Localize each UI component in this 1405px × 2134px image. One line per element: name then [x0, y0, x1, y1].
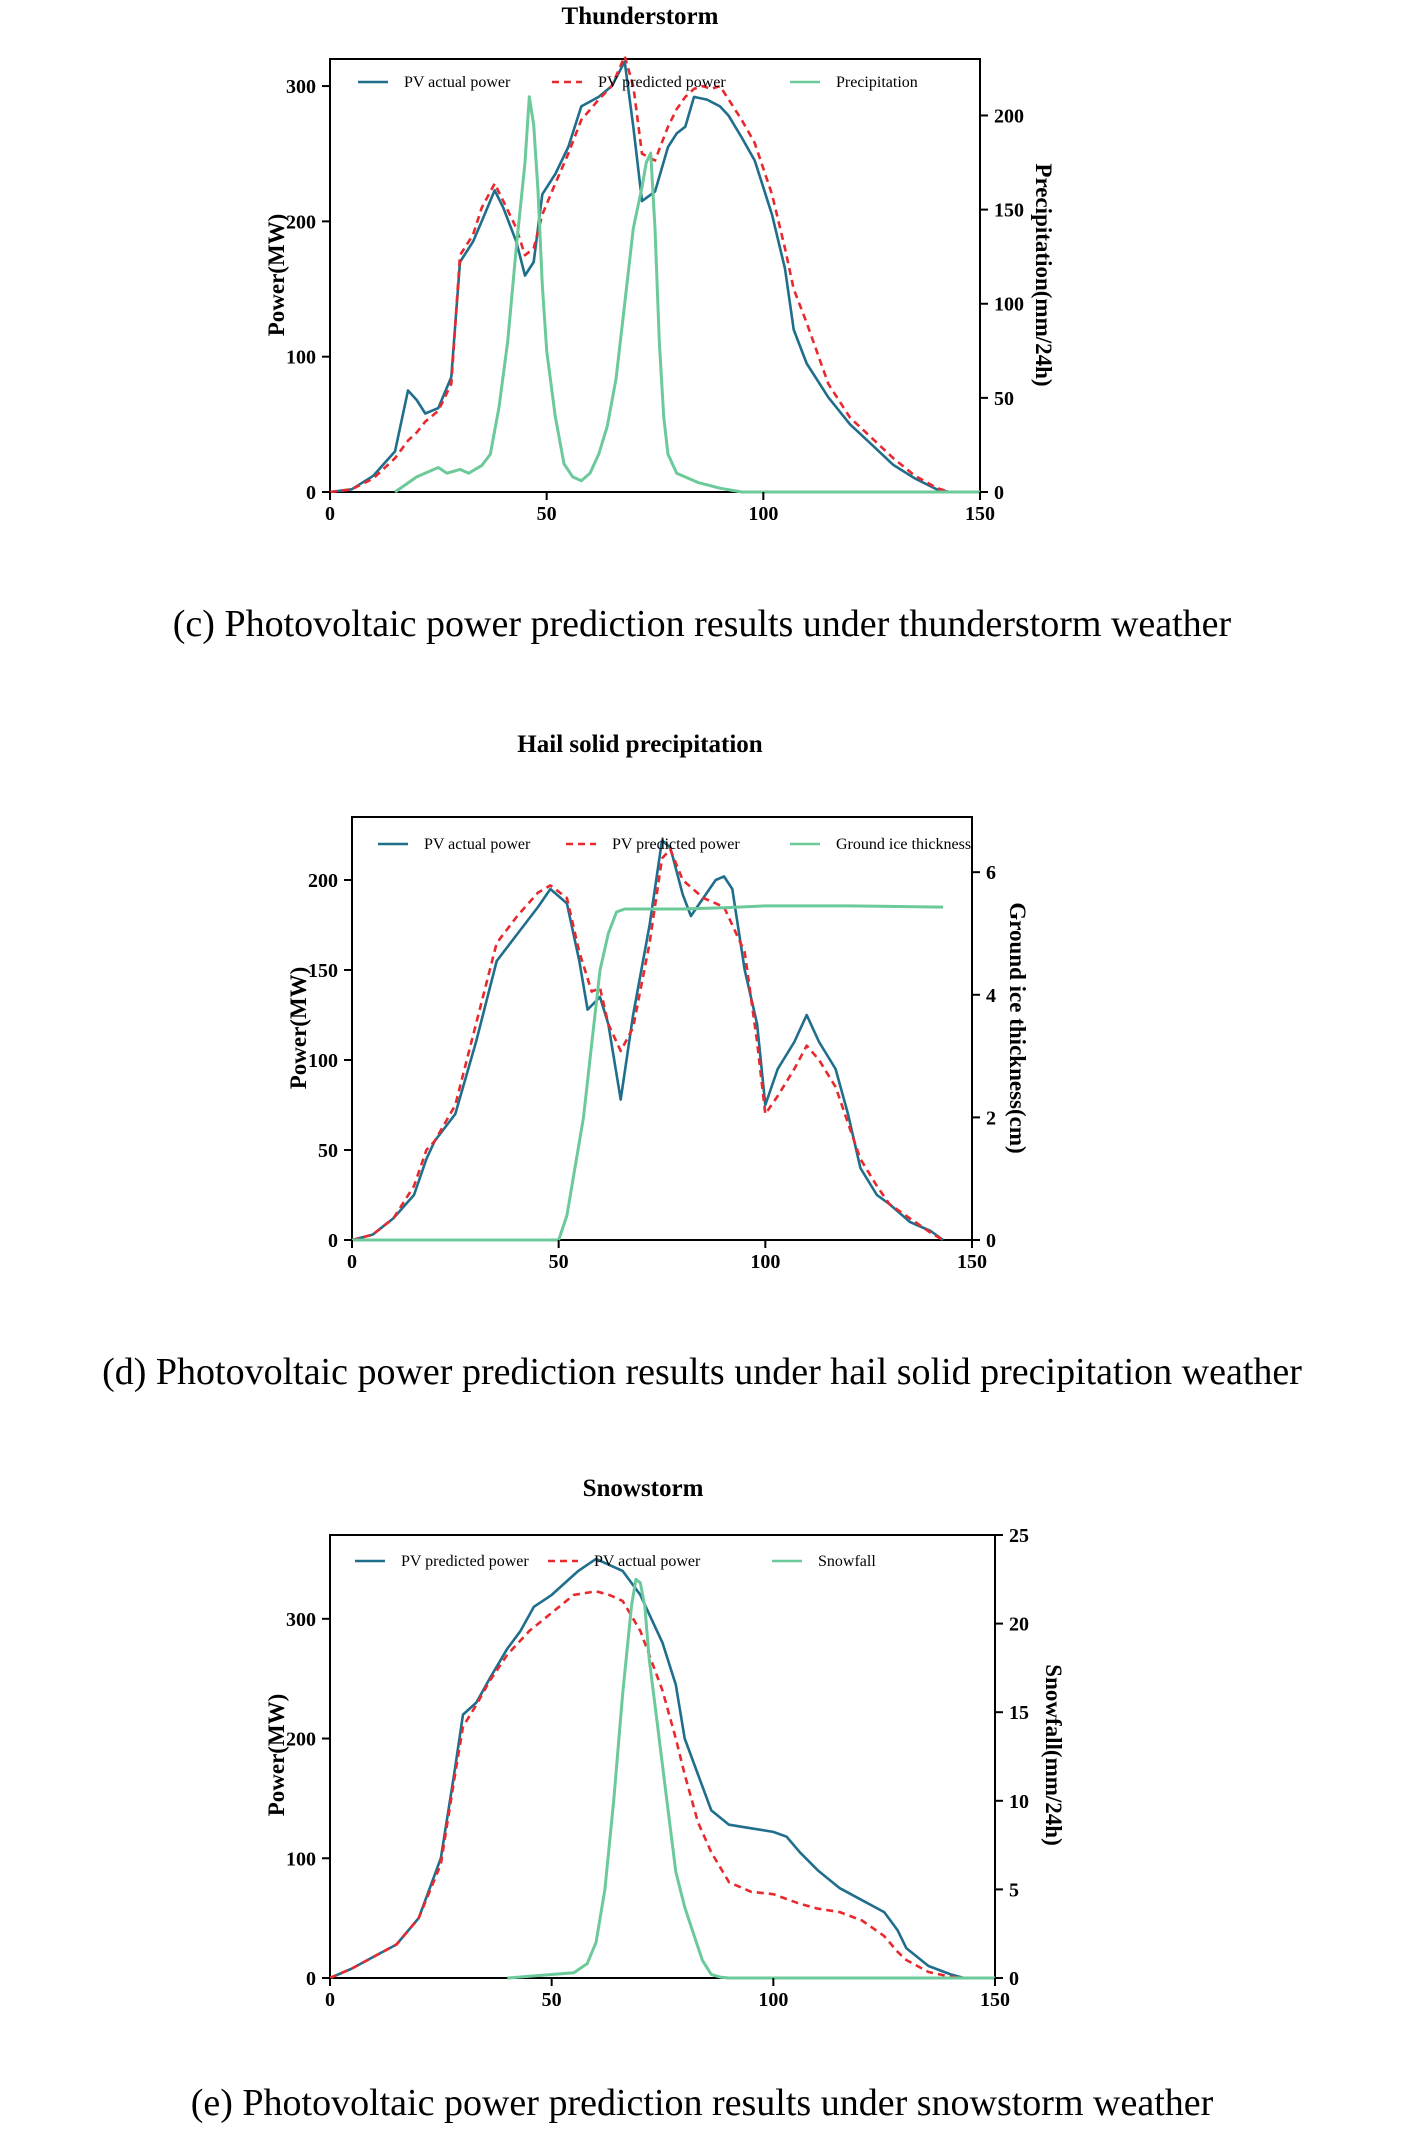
- y-tick-label: 0: [328, 1230, 338, 1252]
- plot-frame: [329, 58, 981, 493]
- x-tick-label: 50: [537, 503, 557, 525]
- y-tick-label: 0: [306, 482, 316, 504]
- x-tick-label: 50: [549, 1251, 569, 1273]
- plot-frame: [351, 816, 973, 1241]
- series-line-pv-actual-power: [329, 60, 950, 494]
- legend-label: Precipitation: [836, 74, 918, 91]
- x-tick-label: 150: [957, 1251, 987, 1273]
- plot-frame: [329, 1534, 996, 1979]
- legend-label: PV actual power: [424, 836, 531, 853]
- legend-label: PV predicted power: [598, 74, 726, 91]
- series-line-snowfall: [507, 1577, 995, 1980]
- legend: PV actual power PV predicted power Precipi…: [358, 74, 918, 91]
- plot-lines: [329, 55, 980, 494]
- y-axis-label: Power(MW): [264, 1694, 289, 1817]
- y2-tick-label: 2: [986, 1107, 996, 1129]
- legend-label: Ground ice thickness: [836, 836, 971, 853]
- series-line-pv-predicted-power: [351, 848, 944, 1242]
- legend-label: PV actual power: [404, 74, 511, 91]
- y-axis-label: Power(MW): [286, 967, 311, 1090]
- y2-tick-label: 150: [994, 200, 1024, 222]
- x-tick-label: 0: [347, 1251, 357, 1273]
- x-tick-label: 0: [325, 503, 335, 525]
- y-tick-label: 100: [308, 1050, 338, 1072]
- y2-tick-label: 10: [1009, 1791, 1029, 1813]
- x-tick-label: 0: [325, 1989, 335, 2011]
- series-line-ground-ice-thickness: [352, 904, 944, 1242]
- y2-tick-label: 50: [994, 388, 1014, 410]
- y-tick-label: 200: [308, 870, 338, 892]
- y-tick-label: 200: [286, 211, 316, 233]
- series-line-pv-predicted-power: [329, 55, 951, 494]
- x-tick-label: 150: [965, 503, 995, 525]
- y2-tick-label: 100: [994, 294, 1024, 316]
- y2-tick-label: 20: [1009, 1614, 1029, 1636]
- y2-tick-label: 6: [986, 862, 996, 884]
- legend-label: PV actual power: [594, 1553, 701, 1570]
- legend: PV predicted power PV actual power Snowfal…: [355, 1553, 876, 1570]
- y-tick-label: 150: [308, 960, 338, 982]
- figure-caption: (d) Photovoltaic power prediction result…: [102, 1351, 1302, 1393]
- legend: PV actual power PV predicted power Ground …: [378, 836, 971, 853]
- x-tick-label: 50: [542, 1989, 562, 2011]
- y2-axis-label: Snowfall(mm/24h): [1041, 1664, 1066, 1845]
- y2-axis-label: Ground ice thickness(cm): [1005, 902, 1030, 1153]
- y2-tick-label: 0: [1009, 1968, 1019, 1990]
- y-tick-label: 0: [306, 1968, 316, 1990]
- chart-hail: Hail solid precipitation 0 50 100 150050100…: [102, 731, 1302, 1393]
- legend-label: Snowfall: [818, 1553, 876, 1570]
- figure-caption: (c) Photovoltaic power prediction result…: [173, 603, 1232, 645]
- chart-title: Snowstorm: [583, 1475, 704, 1502]
- legend-label: PV predicted power: [401, 1553, 529, 1570]
- x-tick-label: 100: [750, 1251, 780, 1273]
- y2-tick-label: 0: [994, 482, 1004, 504]
- legend-label: PV predicted power: [612, 836, 740, 853]
- plot-lines: [329, 1557, 995, 1980]
- y2-axis-label: Precipitation(mm/24h): [1031, 163, 1056, 386]
- y2-tick-label: 0: [986, 1230, 996, 1252]
- x-tick-label: 100: [748, 503, 778, 525]
- y2-tick-label: 25: [1009, 1525, 1029, 1547]
- series-line-pv-actual-power: [351, 839, 944, 1242]
- series-line-pv-actual-power: [329, 1590, 965, 1980]
- x-tick-label: 100: [758, 1989, 788, 2011]
- y2-tick-label: 4: [986, 985, 996, 1007]
- chart-title: Thunderstorm: [562, 3, 719, 30]
- chart-snowstorm: Snowstorm 0 50 100 15001002003000510152025 …: [191, 1475, 1214, 2124]
- y-tick-label: 300: [286, 1609, 316, 1631]
- y-axis-label: Power(MW): [264, 214, 289, 337]
- y-tick-label: 100: [286, 347, 316, 369]
- y-tick-label: 100: [286, 1848, 316, 1870]
- plot-lines: [351, 839, 944, 1242]
- figure-caption: (e) Photovoltaic power prediction result…: [191, 2082, 1214, 2124]
- chart-thunderstorm: Thunderstorm 0 50 100 150010020030005010015…: [173, 3, 1232, 645]
- y-tick-label: 200: [286, 1729, 316, 1751]
- series-line-precipitation: [394, 95, 980, 494]
- y2-tick-label: 15: [1009, 1702, 1029, 1724]
- x-tick-label: 150: [980, 1989, 1010, 2011]
- y-tick-label: 300: [286, 76, 316, 98]
- y2-tick-label: 200: [994, 105, 1024, 127]
- y2-tick-label: 5: [1009, 1879, 1019, 1901]
- y-tick-label: 50: [318, 1140, 338, 1162]
- chart-title: Hail solid precipitation: [517, 731, 762, 758]
